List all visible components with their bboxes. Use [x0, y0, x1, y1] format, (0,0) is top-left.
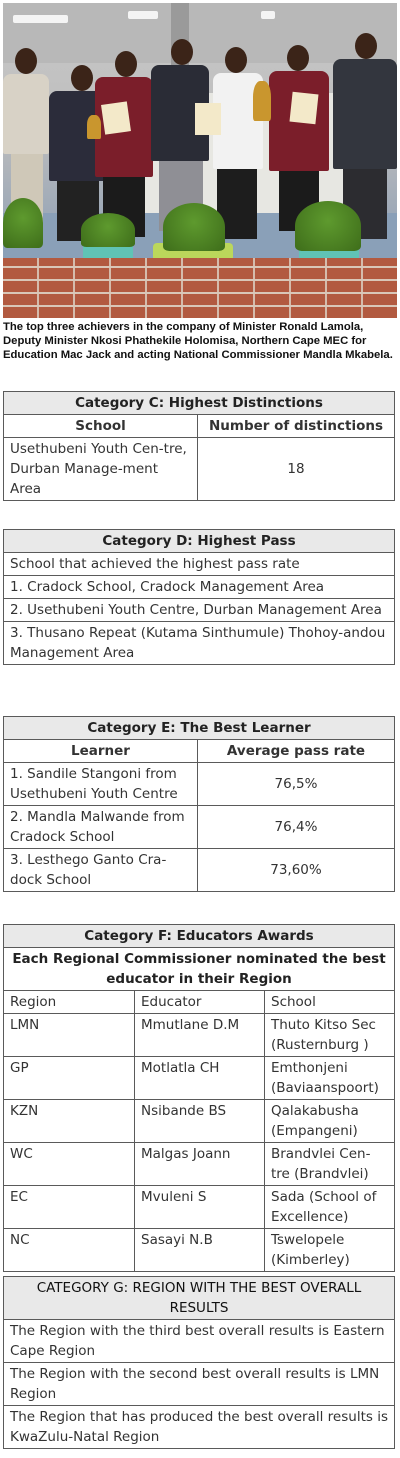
trophy [253, 81, 271, 121]
certificate [289, 91, 319, 125]
plant [81, 213, 135, 247]
school-cell: Sada (School of Excellence) [264, 1185, 395, 1229]
region-cell: NC [3, 1228, 135, 1272]
category-d-table: Category D: Highest Pass School that ach… [3, 529, 395, 665]
table-row: WC Malgas Joann Brandvlei Cen-tre (Brand… [3, 1142, 395, 1186]
table-row: 2. Usethubeni Youth Centre, Durban Manag… [3, 598, 395, 622]
certificate [195, 103, 221, 135]
school-cell: Tswelopele (Kimberley) [264, 1228, 395, 1272]
educator-cell: Malgas Joann [134, 1142, 265, 1186]
brick-joints [3, 258, 397, 318]
region-cell: EC [3, 1185, 135, 1229]
learner-cell: 3. Lesthego Ganto Cra-dock School [3, 848, 198, 892]
pass-rate-cell: 73,60% [197, 848, 395, 892]
table-row: 1. Sandile Stangoni from Usethubeni Yout… [3, 762, 395, 806]
region-cell: GP [3, 1056, 135, 1100]
column-header-school: School [264, 990, 395, 1014]
trophy [87, 115, 101, 139]
table-row: NC Sasayi N.B Tswelopele (Kimberley) [3, 1228, 395, 1272]
ceiling-light [128, 11, 158, 19]
ceiling-light [261, 11, 275, 19]
category-g-table: CATEGORY G: REGION WITH THE BEST OVERALL… [3, 1276, 395, 1449]
category-d-title: Category D: Highest Pass [3, 529, 395, 553]
table-row: The Region with the second best overall … [3, 1362, 395, 1406]
school-cell: 2. Usethubeni Youth Centre, Durban Manag… [3, 598, 395, 622]
table-row: KZN Nsibande BS Qalakabusha (Empangeni) [3, 1099, 395, 1143]
table-row: 2. Mandla Malwande from Cradock School 7… [3, 805, 395, 849]
result-cell: The Region with the third best overall r… [3, 1319, 395, 1363]
category-f-subheader: Each Regional Commissioner nominated the… [3, 947, 395, 991]
category-e-table: Category E: The Best Learner Learner Ave… [3, 716, 395, 892]
result-cell: The Region with the second best overall … [3, 1362, 395, 1406]
table-row: GP Motlatla CH Emthonjeni (Baviaanspoort… [3, 1056, 395, 1100]
category-c-table: Category C: Highest Distinctions School … [3, 391, 395, 501]
educator-cell: Nsibande BS [134, 1099, 265, 1143]
table-row: The Region with the third best overall r… [3, 1319, 395, 1363]
learner-cell: 1. Sandile Stangoni from Usethubeni Yout… [3, 762, 198, 806]
plant [295, 201, 361, 251]
result-cell: The Region that has produced the best ov… [3, 1405, 395, 1449]
plant [3, 198, 43, 248]
certificate [101, 101, 131, 135]
school-cell: Brandvlei Cen-tre (Brandvlei) [264, 1142, 395, 1186]
school-cell: 1. Cradock School, Cradock Management Ar… [3, 575, 395, 599]
photo-caption: The top three achievers in the company o… [3, 321, 393, 361]
school-cell: 3. Thusano Repeat (Kutama Sinthumule) Th… [3, 621, 395, 665]
category-d-subheader: School that achieved the highest pass ra… [3, 552, 395, 576]
educator-cell: Sasayi N.B [134, 1228, 265, 1272]
column-header-school: School [3, 414, 198, 438]
school-cell: Thuto Kitso Sec (Rusternburg ) [264, 1013, 395, 1057]
column-header-educator: Educator [134, 990, 265, 1014]
column-header-pass-rate: Average pass rate [197, 739, 395, 763]
pass-rate-cell: 76,4% [197, 805, 395, 849]
table-row: 1. Cradock School, Cradock Management Ar… [3, 575, 395, 599]
category-g-title: CATEGORY G: REGION WITH THE BEST OVERALL… [3, 1276, 395, 1320]
category-c-title: Category C: Highest Distinctions [3, 391, 395, 415]
ceiling-light [13, 15, 68, 23]
table-row: Usethubeni Youth Cen-tre, Durban Manage-… [3, 437, 395, 501]
pass-rate-cell: 76,5% [197, 762, 395, 806]
educator-cell: Mmutlane D.M [134, 1013, 265, 1057]
award-photo [3, 3, 397, 318]
table-row: 3. Thusano Repeat (Kutama Sinthumule) Th… [3, 621, 395, 665]
region-cell: LMN [3, 1013, 135, 1057]
column-header-distinctions: Number of distinctions [197, 414, 395, 438]
column-header-region: Region [3, 990, 135, 1014]
table-row: The Region that has produced the best ov… [3, 1405, 395, 1449]
column-header-learner: Learner [3, 739, 198, 763]
ceiling [3, 3, 397, 63]
educator-cell: Motlatla CH [134, 1056, 265, 1100]
region-cell: WC [3, 1142, 135, 1186]
category-e-title: Category E: The Best Learner [3, 716, 395, 740]
category-f-title: Category F: Educators Awards [3, 924, 395, 948]
learner-cell: 2. Mandla Malwande from Cradock School [3, 805, 198, 849]
school-cell: Emthonjeni (Baviaanspoort) [264, 1056, 395, 1100]
distinctions-cell: 18 [197, 437, 395, 501]
educator-cell: Mvuleni S [134, 1185, 265, 1229]
category-f-table: Category F: Educators Awards Each Region… [3, 924, 395, 1272]
table-row: EC Mvuleni S Sada (School of Excellence) [3, 1185, 395, 1229]
table-row: LMN Mmutlane D.M Thuto Kitso Sec (Ruster… [3, 1013, 395, 1057]
school-cell: Usethubeni Youth Cen-tre, Durban Manage-… [3, 437, 198, 501]
school-cell: Qalakabusha (Empangeni) [264, 1099, 395, 1143]
plant [163, 203, 225, 251]
region-cell: KZN [3, 1099, 135, 1143]
table-row: 3. Lesthego Ganto Cra-dock School 73,60% [3, 848, 395, 892]
